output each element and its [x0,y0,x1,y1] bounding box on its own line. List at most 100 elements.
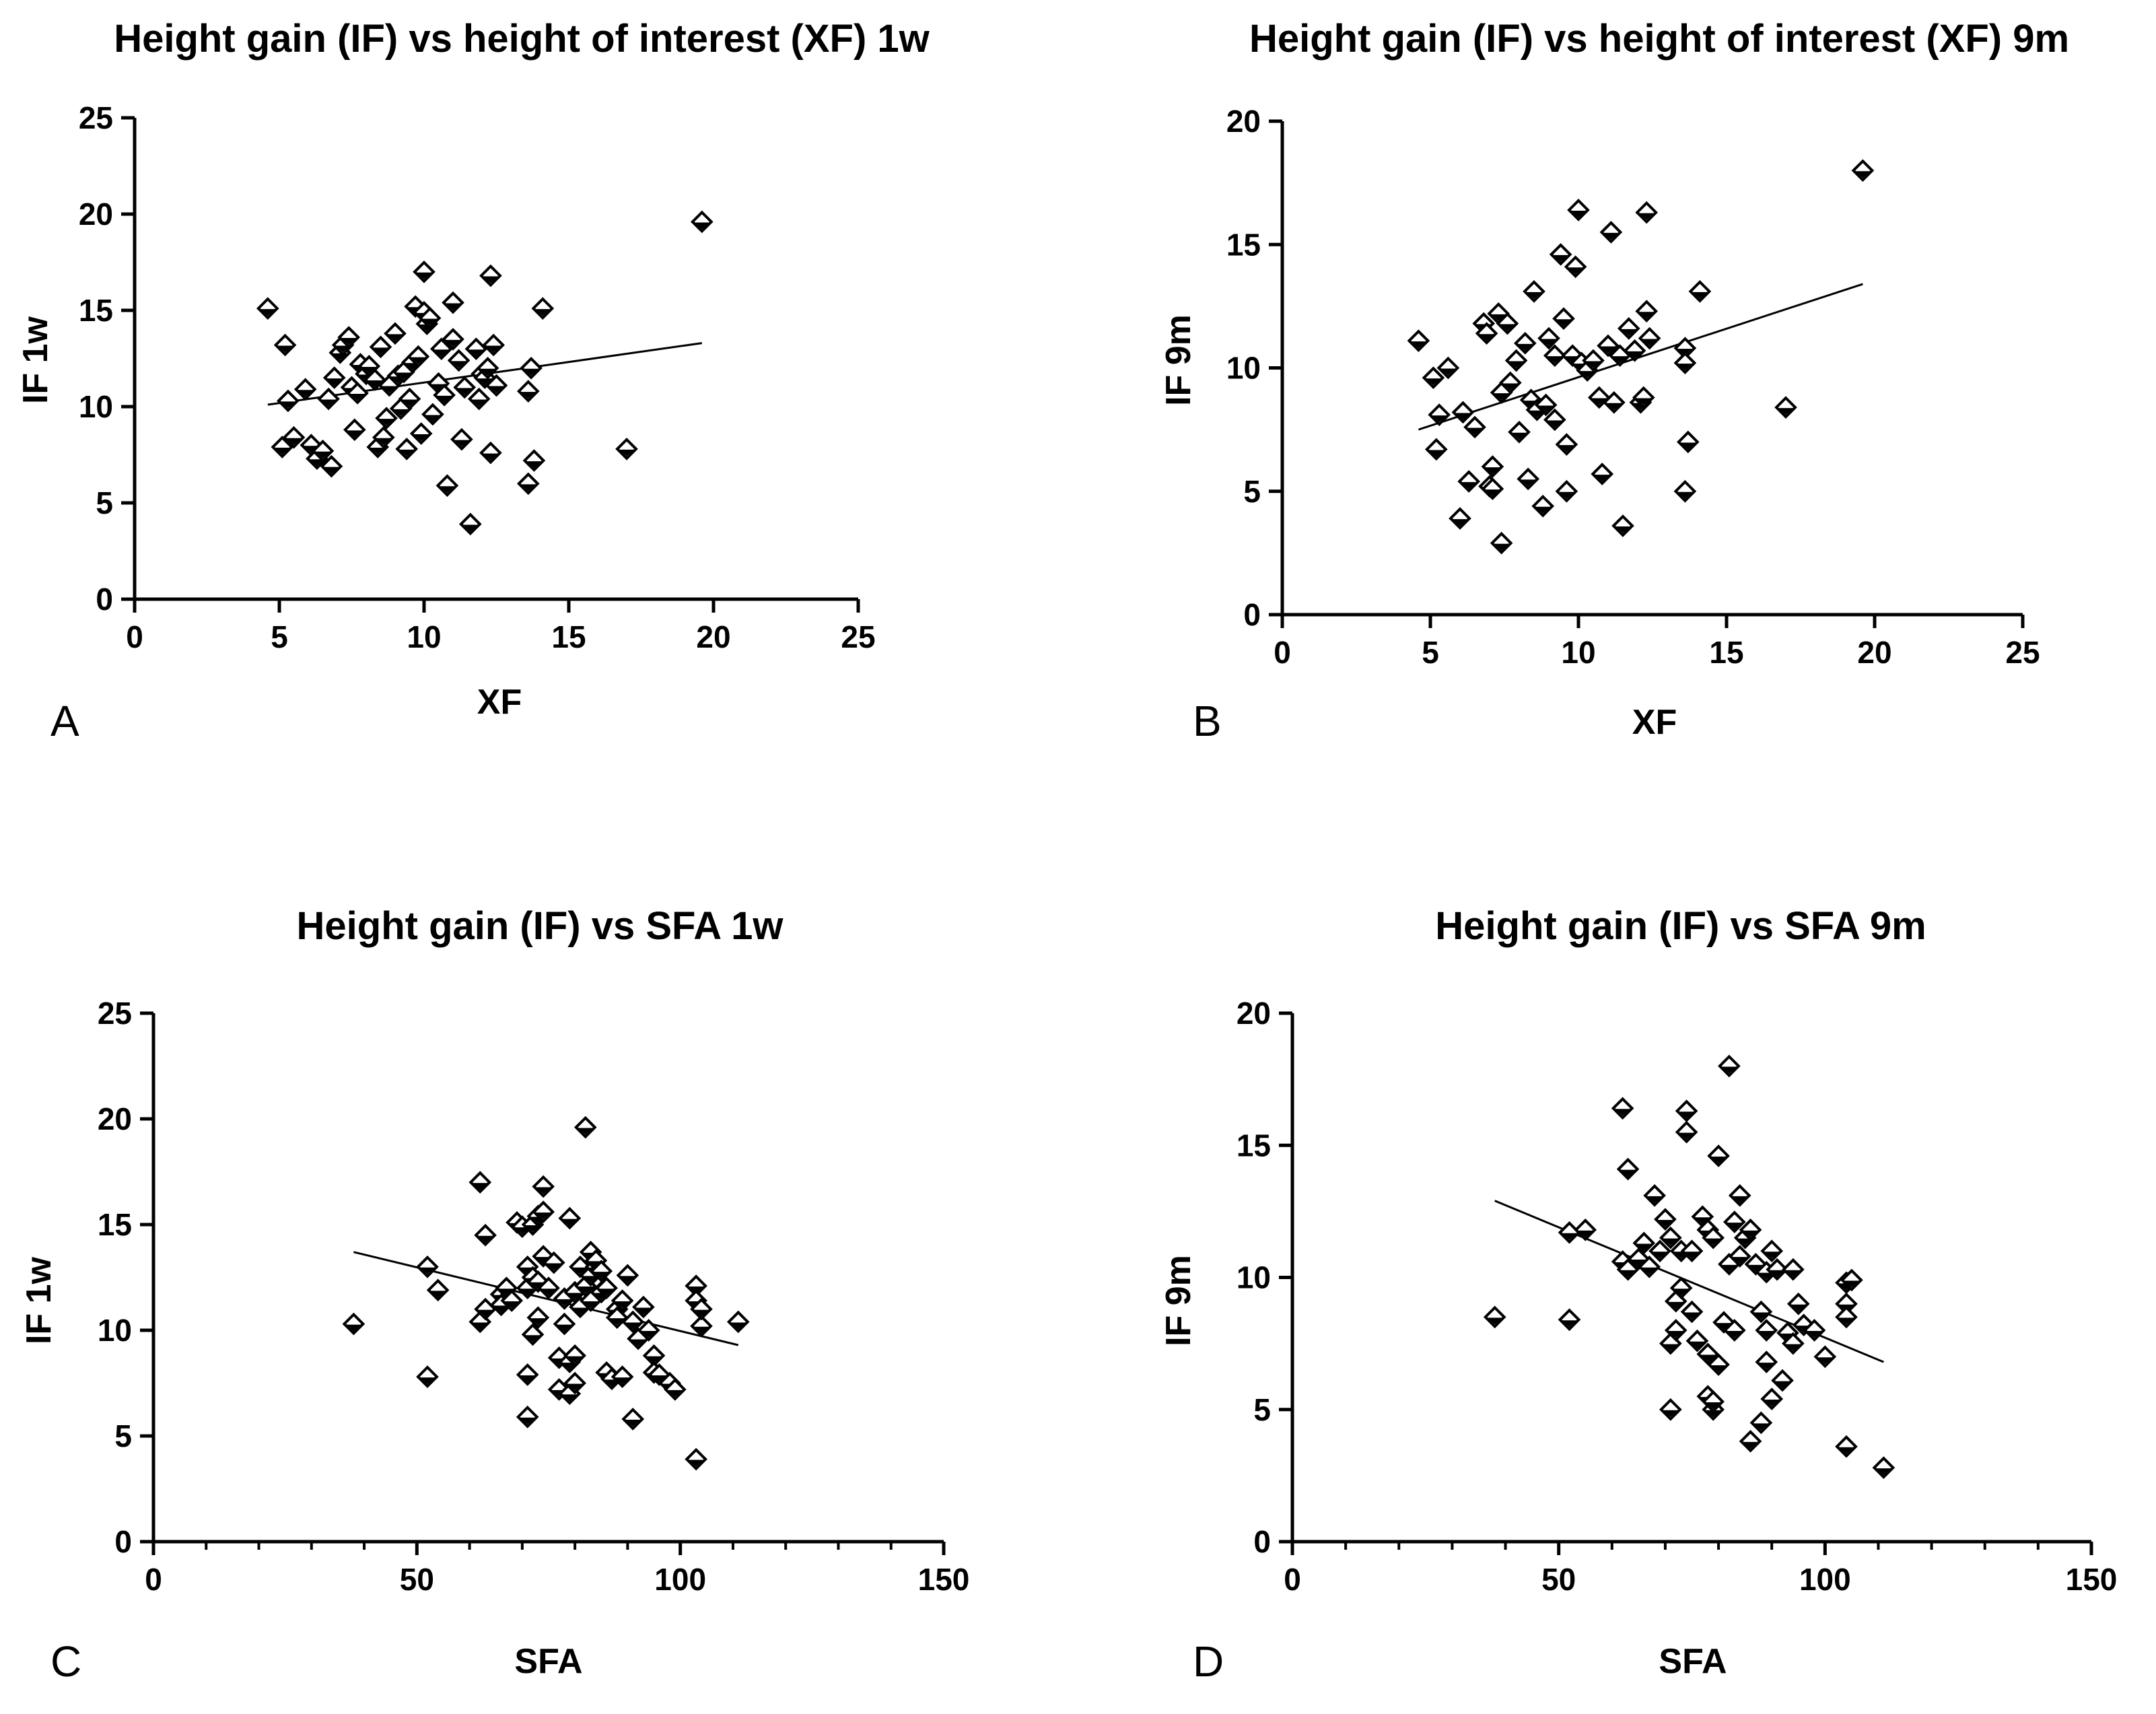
panel-a-point-outline [337,326,361,349]
panel-c-point-fill [578,1287,593,1294]
panel-a-point-fill [520,392,536,399]
panel-a-data-point [531,297,555,320]
panel-b-point-outline [1774,396,1797,419]
panel-d-point-fill [1732,1196,1747,1203]
panel-a-point-fill [451,361,466,368]
panel-a-data-point [372,425,395,449]
panel-d-data-point [1755,1350,1778,1373]
panel-a-point-outline [442,291,464,314]
panel-b-point-outline [1851,159,1875,182]
panel-a-y-tick-label: 15 [79,293,113,328]
panel-b-point-fill [1559,491,1574,499]
panel-b-point-outline [1617,317,1640,340]
panel-d-data-point [1786,1292,1810,1315]
panel-c-point-fill [419,1377,435,1385]
panel-a-data-point [482,333,506,357]
panel-c-point-outline [416,1365,439,1388]
panel-b-y-tick-label: 15 [1226,227,1261,262]
panel-a-data-point [277,389,300,413]
panel-c-data-point [416,1365,439,1388]
panel-d-point-fill [1817,1357,1833,1365]
panel-b-point-outline [1555,479,1578,503]
panel-c-point-fill [419,1267,435,1274]
panel-a-point-outline [464,337,488,361]
panel-b-data-point [1676,430,1700,454]
panel-a-point-outline [516,380,540,403]
panel-d-y-tick-label: 0 [1253,1524,1271,1559]
panel-b-point-fill [1612,356,1628,364]
panel-d-y-tick-label: 15 [1237,1128,1271,1163]
panel-a-point-fill [298,390,313,397]
panel-d-point-fill [1753,1423,1769,1431]
panel-d-point-outline [1659,1226,1682,1249]
panel-b-point-fill [1621,329,1636,336]
panel-b-data-point [1555,433,1578,456]
panel-a-point-outline [311,439,335,462]
panel-c-point-fill [620,1276,635,1283]
panel-c-y-tick-label: 20 [98,1101,132,1136]
panel-c-point-fill [562,1394,578,1402]
panel-b-data-point [1504,349,1528,372]
panel-d-data-point [1723,1319,1746,1342]
panel-c-point-outline [526,1306,550,1329]
panel-b-point-outline [1564,255,1587,279]
panel-d-point-outline [1760,1239,1784,1263]
panel-a-data-point [320,454,343,478]
panel-b-point-outline [1638,327,1661,350]
panel-a-point-fill [526,461,542,469]
panel-c-point-fill [646,1356,662,1363]
panel-a-point-fill [619,449,634,456]
panel-c-point-outline [342,1312,366,1336]
panel-a-point-outline [690,210,714,234]
panel-d-point-fill [1790,1304,1806,1311]
panel-c-data-point [563,1371,586,1395]
panel-c-data-point [468,1171,492,1194]
panel-d-point-fill [1759,1363,1774,1370]
panel-c-point-fill [594,1272,609,1279]
panel-a-data-point [421,403,444,426]
panel-c-data-point [590,1260,613,1282]
panel-d-point-outline [1718,1054,1741,1078]
panel-c-point-fill [430,1291,446,1298]
panel-b-point-fill [1639,312,1655,319]
panel-c-data-point [611,1289,634,1312]
panel-b-point-outline [1602,390,1626,414]
panel-b-point-fill [1527,292,1541,299]
panel-b-data-point [1523,280,1545,303]
panel-d-point-fill [1711,1365,1727,1373]
panel-d-point-outline [1611,1097,1634,1120]
panel-a-point-fill [486,345,501,353]
panel-d-point-outline [1782,1258,1805,1281]
panel-b-point-fill [1677,491,1693,499]
panel-b-point-fill [1535,506,1551,514]
panel-b-point-outline [1451,401,1475,424]
panel-a-point-fill [489,386,504,393]
panel-c-x-tick-label: 100 [654,1562,706,1597]
panel-d-data-point [1648,1239,1671,1263]
panel-d-data-point [1558,1221,1581,1244]
panel-d-data-point [1707,1144,1730,1167]
panel-c-data-point [621,1408,645,1431]
panel-d-point-fill [1684,1312,1700,1319]
panel-d-point-fill [1657,1220,1673,1227]
panel-d-data-point [1702,1226,1725,1249]
panel-b-point-fill [1680,442,1696,450]
panel-c-data-point [573,1116,597,1139]
panel-d-data-point [1760,1387,1784,1410]
panel-c-y-tick-label: 5 [114,1418,132,1453]
panel-a-data-point [447,349,471,372]
panel-c-point-fill [557,1299,572,1306]
panel-a-y-tick-label: 25 [79,100,113,135]
panel-c-point-outline [726,1310,750,1334]
panel-c-data-point [516,1363,539,1386]
panel-a-point-fill [396,372,411,380]
panel-b-point-fill [1467,427,1482,435]
panel-d-y-tick-label: 20 [1237,996,1271,1031]
panel-c-data-point [605,1306,629,1329]
panel-c-point-fill [652,1375,667,1382]
panel-b-data-point [1407,329,1430,353]
panel-a-point-fill [477,378,493,386]
panel-d-y-tick-label: 10 [1237,1260,1271,1295]
panel-b-point-fill [1677,364,1693,371]
panel-b-point-fill [1559,445,1574,452]
